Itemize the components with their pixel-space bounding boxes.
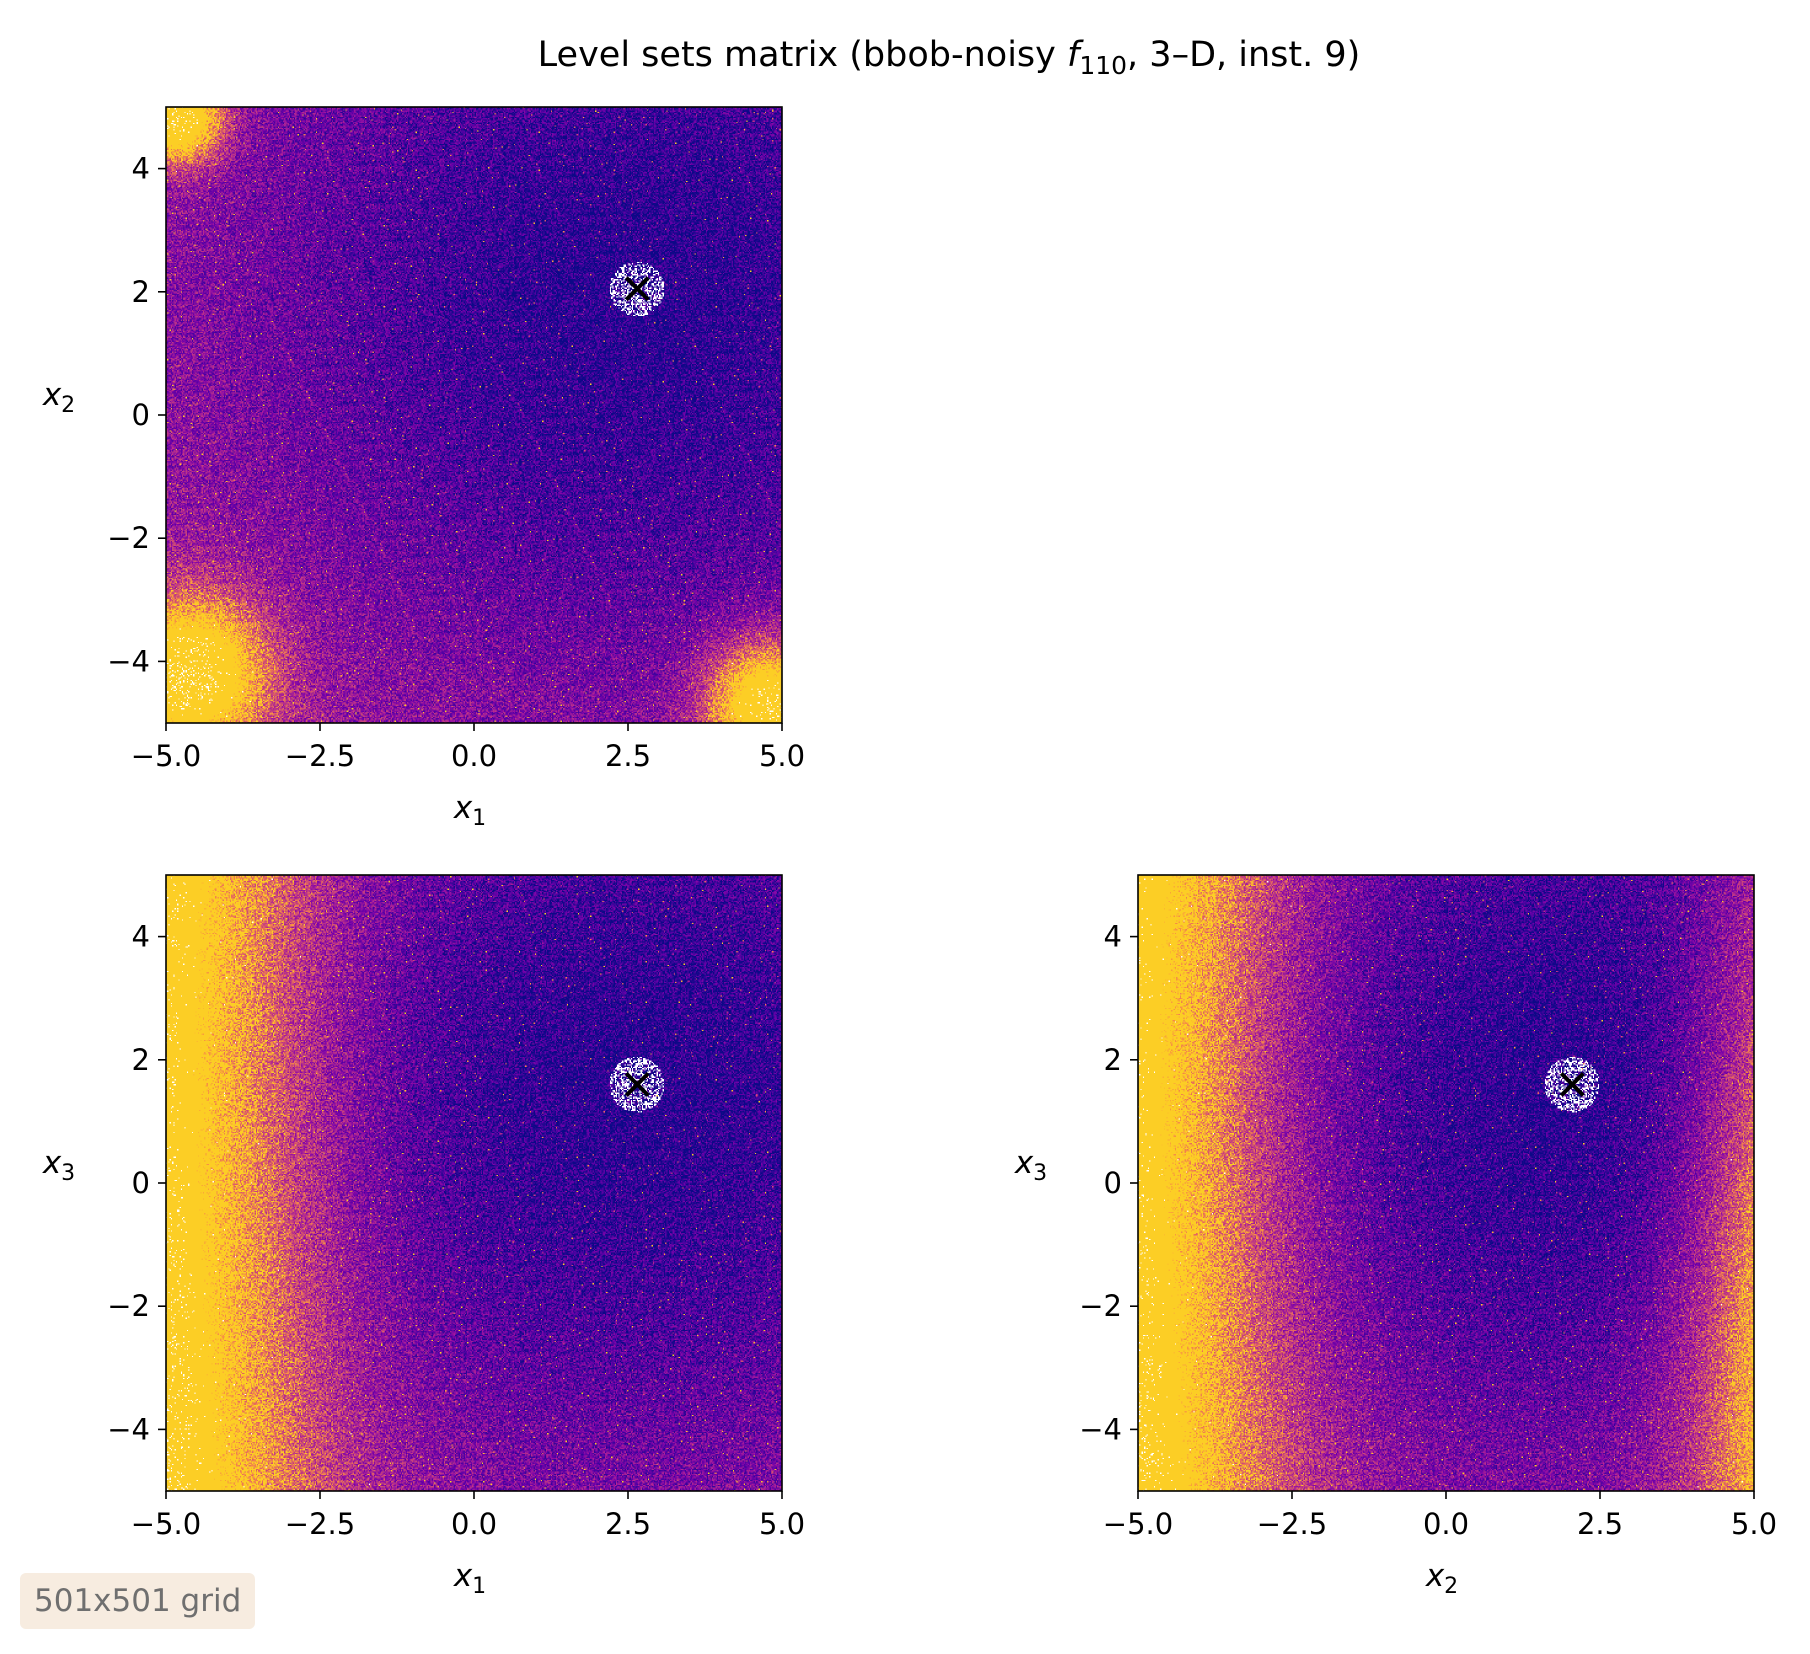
x-tick-label: 2.5 [605, 739, 651, 773]
y-tick-label: 0 [132, 1166, 150, 1200]
x-tick-label: 2.5 [1577, 1507, 1623, 1541]
x-tick-label: −5.0 [131, 739, 201, 773]
grid-resolution-badge: 501x501 grid [20, 1573, 256, 1629]
x-axis-var: x [453, 1558, 473, 1594]
x-tick-label: 5.0 [1731, 1507, 1777, 1541]
x-axis-subscript: 2 [1444, 1574, 1458, 1599]
y-axis-label: x3 [1014, 1145, 1047, 1186]
optimum-marker [624, 1072, 650, 1097]
x-tick-label: −2.5 [285, 739, 355, 773]
y-tick-label: −4 [107, 1412, 150, 1446]
y-axis-label: x3 [42, 1145, 75, 1186]
x-tick-label: 0.0 [451, 1507, 497, 1541]
y-axis-label: x2 [42, 377, 75, 418]
x-tick-label: 5.0 [759, 739, 805, 773]
optimum-marker [624, 276, 650, 302]
x-tick-label: −5.0 [131, 1507, 201, 1541]
optimum-marker-stroke-b [624, 1072, 650, 1097]
x-axis-label: x2 [1425, 1558, 1458, 1599]
y-tick-label: −2 [1079, 1289, 1122, 1323]
figure-title: Level sets matrix (bbob-noisy f110, 3–D,… [538, 35, 1361, 80]
title-prefix: Level sets matrix (bbob-noisy [538, 35, 1067, 75]
x-axis-var: x [1425, 1558, 1445, 1594]
y-tick-label: 2 [132, 1043, 150, 1077]
y-axis-var: x [1014, 1145, 1034, 1181]
axes-frame [165, 106, 783, 724]
axes-frame [165, 874, 783, 1492]
y-tick-label: −4 [1079, 1412, 1122, 1446]
y-axis-subscript: 3 [1033, 1161, 1047, 1186]
y-tick-label: 4 [1104, 920, 1122, 954]
y-axis-subscript: 3 [61, 1161, 75, 1186]
heatmap-x1-x3 [166, 875, 782, 1491]
x-axis-label: x1 [453, 1558, 486, 1599]
y-tick-label: −2 [107, 521, 150, 555]
x-axis-subscript: 1 [472, 806, 486, 831]
x-axis-var: x [453, 790, 473, 826]
x-tick-label: 0.0 [451, 739, 497, 773]
x-axis-subscript: 1 [472, 1574, 486, 1599]
y-tick-label: 2 [132, 275, 150, 309]
y-tick-label: −4 [107, 644, 150, 678]
y-tick-label: −2 [107, 1289, 150, 1323]
y-tick-label: 0 [132, 398, 150, 432]
heatmap-x1-x2 [166, 107, 782, 723]
y-axis-var: x [42, 377, 62, 413]
optimum-marker-stroke-b [624, 276, 650, 302]
heatmap-x2-x3 [1138, 875, 1754, 1491]
y-tick-label: 4 [132, 920, 150, 954]
title-suffix: , 3–D, inst. 9) [1127, 35, 1360, 75]
x-tick-label: 5.0 [759, 1507, 805, 1541]
x-tick-label: −2.5 [1257, 1507, 1327, 1541]
axes-frame [1137, 874, 1755, 1492]
y-tick-label: 2 [1104, 1043, 1122, 1077]
optimum-marker [1559, 1072, 1585, 1097]
x-tick-label: −2.5 [285, 1507, 355, 1541]
x-tick-label: 0.0 [1423, 1507, 1469, 1541]
y-tick-label: 0 [1104, 1166, 1122, 1200]
x-axis-label: x1 [453, 790, 486, 831]
y-tick-label: 4 [132, 152, 150, 186]
y-axis-var: x [42, 1145, 62, 1181]
x-tick-label: 2.5 [605, 1507, 651, 1541]
y-axis-subscript: 2 [61, 393, 75, 418]
optimum-marker-stroke-b [1559, 1072, 1585, 1097]
x-tick-label: −5.0 [1103, 1507, 1173, 1541]
title-func-subscript: 110 [1079, 51, 1127, 80]
